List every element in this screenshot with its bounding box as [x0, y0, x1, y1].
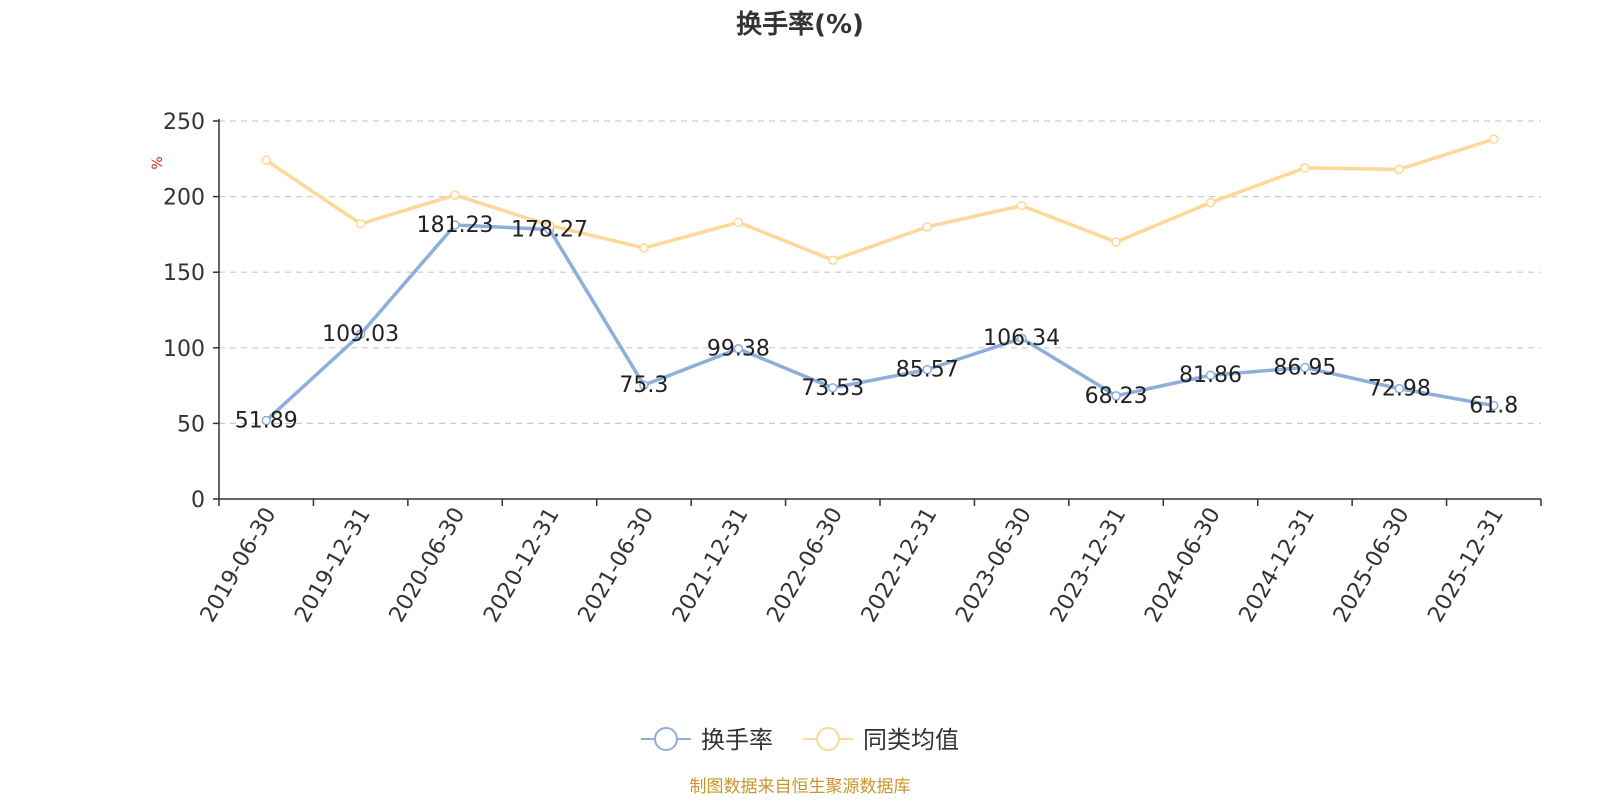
x-tick-label: 2022-12-31	[857, 504, 943, 627]
data-point[interactable]	[261, 415, 271, 426]
data-point[interactable]	[1205, 197, 1216, 208]
data-point[interactable]	[639, 243, 649, 253]
legend-label: 同类均值	[863, 726, 959, 754]
x-tick-label: 2025-12-31	[1423, 504, 1509, 627]
data-label: 109.03	[322, 322, 399, 347]
chart-title: 换手率(%)	[736, 9, 864, 40]
legend-item-1[interactable]: 同类均值	[803, 726, 959, 754]
data-point[interactable]	[1394, 164, 1405, 175]
data-labels: 51.89 109.03 181.23 178.27 75.3 99.38 73.53 85.…	[235, 213, 1519, 434]
x-tick-label: 2019-06-30	[196, 504, 282, 627]
legend-circle-icon	[654, 727, 678, 751]
data-point[interactable]	[1300, 163, 1310, 173]
data-label: 85.57	[896, 358, 959, 383]
x-tick-label: 2024-06-30	[1140, 504, 1226, 627]
data-point[interactable]	[1111, 391, 1121, 401]
data-point[interactable]	[1489, 400, 1499, 411]
data-point[interactable]	[828, 383, 838, 393]
x-tick-label: 2023-12-31	[1046, 504, 1132, 627]
data-point[interactable]	[544, 220, 555, 231]
legend[interactable]: 换手率 同类均值	[641, 726, 959, 754]
x-tick-label: 2022-06-30	[762, 504, 848, 627]
x-tick-label: 2020-12-31	[479, 504, 565, 627]
grid-lines	[219, 120, 1541, 424]
y-tick-label: 150	[163, 261, 205, 286]
data-point[interactable]	[1016, 333, 1027, 343]
x-tick-label: 2021-06-30	[574, 504, 660, 627]
data-point[interactable]	[922, 222, 932, 232]
data-point[interactable]	[922, 364, 932, 375]
data-label: 51.89	[235, 409, 298, 434]
series-lines	[261, 134, 1499, 426]
y-tick-label: 250	[163, 110, 205, 135]
y-tick-label: 0	[191, 488, 205, 513]
series-line-1	[265, 137, 1495, 262]
data-label: 81.86	[1179, 363, 1242, 388]
data-point[interactable]	[261, 155, 271, 166]
y-tick-label: 50	[177, 412, 205, 437]
data-point[interactable]	[1111, 237, 1121, 247]
data-label: 72.98	[1368, 377, 1431, 402]
y-tick-label: 100	[163, 337, 205, 362]
x-tick-label: 2025-06-30	[1329, 504, 1415, 627]
data-point[interactable]	[828, 255, 838, 265]
data-point[interactable]	[355, 219, 366, 229]
data-label: 99.38	[707, 337, 770, 362]
legend-item-0[interactable]: 换手率	[641, 726, 773, 754]
data-point[interactable]	[1300, 362, 1310, 373]
y-axis-unit-label: %	[150, 156, 166, 169]
data-label: 68.23	[1085, 384, 1148, 409]
data-point[interactable]	[450, 190, 460, 200]
data-label: 106.34	[983, 326, 1060, 351]
source-footnote: 制图数据来自恒生聚源数据库	[690, 777, 911, 797]
x-tick-label: 2024-12-31	[1235, 504, 1321, 627]
x-tick-label: 2019-12-31	[290, 504, 376, 627]
data-label: 73.53	[801, 376, 864, 401]
data-point[interactable]	[1016, 200, 1027, 211]
data-point[interactable]	[733, 217, 744, 228]
data-label: 181.23	[417, 213, 494, 238]
data-label: 178.27	[511, 217, 588, 242]
x-tick-label: 2020-06-30	[385, 504, 471, 627]
series-line-0	[265, 223, 1495, 422]
y-tick-label: 200	[163, 186, 205, 211]
data-label: 75.3	[619, 373, 668, 398]
legend-circle-icon	[816, 727, 840, 751]
data-point[interactable]	[1489, 134, 1499, 144]
x-tick-label: 2021-12-31	[668, 504, 754, 627]
data-point[interactable]	[733, 343, 744, 354]
data-point[interactable]	[450, 220, 460, 230]
data-label: 86.95	[1273, 356, 1336, 381]
x-tick-label: 2023-06-30	[951, 504, 1037, 627]
data-point[interactable]	[1205, 370, 1216, 380]
data-point[interactable]	[639, 380, 649, 390]
data-point[interactable]	[355, 329, 366, 339]
legend-label: 换手率	[701, 726, 773, 754]
data-point[interactable]	[1394, 383, 1405, 394]
data-label: 61.8	[1469, 394, 1518, 419]
